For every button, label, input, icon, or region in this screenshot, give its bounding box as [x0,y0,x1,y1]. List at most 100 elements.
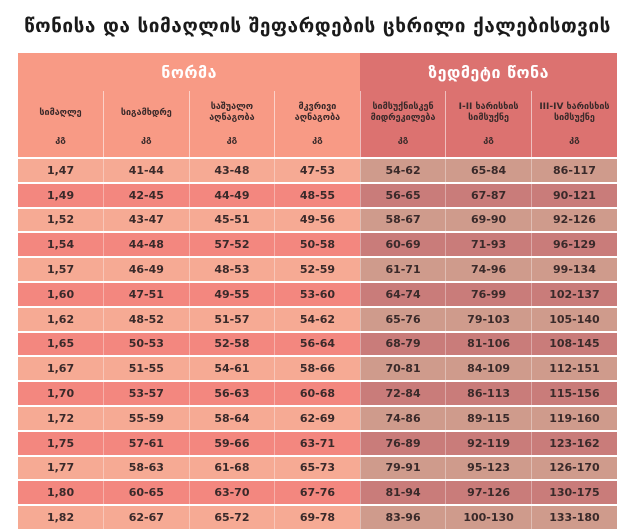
table-cell: 100-130 [445,504,532,529]
table-cell: 133-180 [531,504,617,529]
table-cell: 43-48 [189,157,276,183]
table-cell: 90-121 [531,181,617,208]
table-cell: 51-57 [189,305,276,332]
unit-label: კგ [189,135,276,158]
table-body: 1,47 41-44 43-48 47-53 54-62 65-84 86-117 1,49 4… [18,157,617,529]
table-cell: 41-44 [103,157,190,183]
table-cell: 50-58 [274,231,361,258]
table-row: 1,62 48-52 51-57 54-62 65-76 79-103 105-140 [18,305,617,332]
table-cell: 1,67 [18,355,105,382]
column-header-medium-build: საშუალო აღნაგობა [189,91,276,135]
table-cell: 1,54 [18,231,105,258]
table-cell: 1,49 [18,181,105,208]
table-cell: 44-49 [189,181,276,208]
table-cell: 49-56 [274,206,361,233]
table-row: 1,57 46-49 48-53 52-59 61-71 74-96 99-134 [18,256,617,282]
table-cell: 67-87 [445,181,532,208]
table-cell: 81-94 [360,479,447,506]
unit-label: კგ [531,135,617,158]
table-cell: 71-93 [445,231,532,258]
table-cell: 1,47 [18,157,105,183]
table-cell: 48-55 [274,181,361,208]
table-cell: 63-70 [189,479,276,506]
table-cell: 86-113 [445,380,532,406]
table-cell: 55-59 [103,404,190,431]
column-header-thin: სიგამხდრე [103,91,190,135]
table-cell: 112-151 [531,355,617,382]
table-cell: 47-51 [103,280,190,307]
table-cell: 45-51 [189,206,276,233]
table-cell: 61-68 [189,454,276,481]
table-cell: 58-64 [189,404,276,431]
table-cell: 59-66 [189,429,276,456]
table-cell: 70-81 [360,355,447,382]
table-cell: 119-160 [531,404,617,431]
table-cell: 58-67 [360,206,447,233]
table-cell: 76-99 [445,280,532,307]
table-row: 1,72 55-59 58-64 62-69 74-86 89-115 119-160 [18,404,617,431]
unit-label: კგ [360,135,447,158]
table-cell: 69-78 [274,504,361,529]
table-row: 1,70 53-57 56-63 60-68 72-84 86-113 115-156 [18,380,617,406]
table-row: 1,82 62-67 65-72 69-78 83-96 100-130 133-180 [18,504,617,529]
column-header-tendency-obesity: სიმსუქნისკენ მიდრეკილება [360,91,447,135]
column-header-obesity-3-4: III-IV ხარისხის სიმსუქნე [531,91,617,135]
table-cell: 74-86 [360,404,447,431]
column-header-obesity-1-2: I-II ხარისხის სიმსუქნე [445,91,532,135]
column-header-dense-build: მკვრივი აღნაგობა [274,91,361,135]
table-cell: 130-175 [531,479,617,506]
table-cell: 1,65 [18,330,105,357]
table-cell: 62-69 [274,404,361,431]
table-cell: 52-58 [189,330,276,357]
group-header-norm: ნორმა [18,53,361,91]
weight-height-table: ნორმა ზედმეტი წონა სიმაღლე სიგამხდრე საშ… [18,53,617,529]
table-cell: 97-126 [445,479,532,506]
table-cell: 115-156 [531,380,617,406]
column-header-height: სიმაღლე [18,91,105,135]
table-cell: 108-145 [531,330,617,357]
table-cell: 58-66 [274,355,361,382]
table-cell: 95-123 [445,454,532,481]
table-cell: 64-74 [360,280,447,307]
table-cell: 42-45 [103,181,190,208]
table-cell: 67-76 [274,479,361,506]
table-cell: 79-91 [360,454,447,481]
table-cell: 47-53 [274,157,361,183]
table-row: 1,75 57-61 59-66 63-71 76-89 92-119 123-162 [18,429,617,456]
unit-label: კგ [274,135,361,158]
table-cell: 1,80 [18,479,105,506]
table-row: 1,47 41-44 43-48 47-53 54-62 65-84 86-117 [18,157,617,183]
table-cell: 102-137 [531,280,617,307]
unit-label: კგ [18,135,105,158]
table-cell: 1,60 [18,280,105,307]
table-cell: 56-64 [274,330,361,357]
group-header-excess: ზედმეტი წონა [360,53,617,91]
table-cell: 83-96 [360,504,447,529]
table-cell: 92-126 [531,206,617,233]
table-cell: 50-53 [103,330,190,357]
table-cell: 105-140 [531,305,617,332]
table-cell: 81-106 [445,330,532,357]
table-cell: 1,82 [18,504,105,529]
table-cell: 1,57 [18,256,105,282]
table-cell: 57-52 [189,231,276,258]
table-cell: 79-103 [445,305,532,332]
table-cell: 63-71 [274,429,361,456]
table-cell: 68-79 [360,330,447,357]
table-cell: 65-76 [360,305,447,332]
table-cell: 56-63 [189,380,276,406]
table-cell: 99-134 [531,256,617,282]
table-cell: 89-115 [445,404,532,431]
table-cell: 76-89 [360,429,447,456]
table-cell: 54-62 [360,157,447,183]
table-cell: 43-47 [103,206,190,233]
table-cell: 51-55 [103,355,190,382]
table-cell: 123-162 [531,429,617,456]
table-cell: 1,72 [18,404,105,431]
table-cell: 54-61 [189,355,276,382]
table-cell: 69-90 [445,206,532,233]
table-cell: 74-96 [445,256,532,282]
table-row: 1,65 50-53 52-58 56-64 68-79 81-106 108-145 [18,330,617,357]
table-cell: 44-48 [103,231,190,258]
table-cell: 1,70 [18,380,105,406]
